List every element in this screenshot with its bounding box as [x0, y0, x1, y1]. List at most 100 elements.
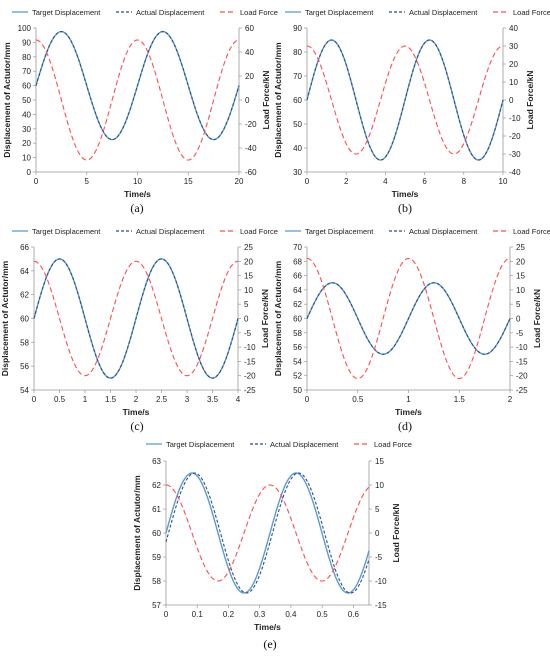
x-axis-label: Time/s: [392, 189, 419, 199]
y-axis-label: Displacement of Actutor/mm: [273, 260, 283, 376]
y2-tick-label: 0: [244, 315, 249, 324]
y2-tick-label: -5: [516, 329, 524, 338]
y-tick-label: 57: [152, 601, 161, 610]
y2-tick-label: -15: [516, 357, 528, 366]
series-line-target: [165, 472, 370, 594]
x-tick-label: 8: [462, 177, 467, 186]
y2-tick-label: -10: [375, 577, 387, 586]
y-tick-label: 62: [293, 300, 302, 309]
y-tick-label: 90: [22, 38, 31, 47]
panel-caption: (e): [263, 637, 276, 651]
legend-label-load: Load Force: [240, 8, 278, 17]
y2-tick-label: -20: [516, 372, 528, 381]
y-tick-label: 60: [152, 529, 161, 538]
y2-tick-label: -40: [245, 144, 257, 153]
y2-tick-label: 20: [509, 60, 518, 69]
y-tick-label: 60: [22, 82, 31, 91]
y-tick-label: 70: [293, 72, 302, 81]
y-tick-label: 66: [293, 272, 302, 281]
y-tick-label: 20: [22, 139, 31, 148]
y2-tick-label: -60: [245, 168, 257, 177]
y-tick-label: 59: [152, 553, 161, 562]
y2-tick-label: 15: [375, 457, 384, 466]
y-tick-label: 54: [293, 357, 302, 366]
x-tick-label: 3: [185, 395, 190, 404]
y-axis-label: Displacement of Actutor/mm: [132, 475, 142, 591]
y2-tick-label: 30: [509, 42, 518, 51]
x-tick-label: 0: [34, 177, 39, 186]
y2-tick-label: 60: [245, 24, 254, 33]
y-tick-label: 62: [152, 481, 161, 490]
y-tick-label: 70: [293, 243, 302, 252]
y2-tick-label: -5: [375, 553, 383, 562]
y2-tick-label: 0: [245, 96, 250, 105]
x-tick-label: 1.5: [105, 395, 117, 404]
y-tick-label: 58: [152, 577, 161, 586]
x-tick-label: 2: [134, 395, 139, 404]
x-tick-label: 0.5: [352, 395, 364, 404]
y2-tick-label: 40: [245, 48, 254, 57]
panel-caption: (c): [130, 419, 143, 433]
y-tick-label: 100: [18, 24, 32, 33]
y-tick-label: 0: [27, 168, 32, 177]
y2-tick-label: -10: [509, 114, 521, 123]
panel-caption: (a): [130, 201, 143, 215]
y2-tick-label: 5: [244, 300, 249, 309]
y2-tick-label: -20: [245, 120, 257, 129]
series-line-actual: [33, 258, 239, 379]
chart-panel-e: Target Displacement Actual Displacement Lo…: [132, 440, 412, 651]
legend-label-target: Target Displacement: [32, 227, 101, 236]
x-tick-label: 10: [499, 177, 508, 186]
y-tick-label: 60: [293, 315, 302, 324]
y2-tick-label: 25: [516, 243, 525, 252]
legend-label-target: Target Displacement: [32, 8, 101, 17]
legend-label-actual: Actual Displacement: [409, 8, 478, 17]
y-tick-label: 60: [20, 315, 29, 324]
x-tick-label: 0: [305, 177, 310, 186]
legend-label-target: Target Displacement: [166, 440, 235, 449]
y2-tick-label: -20: [244, 372, 256, 381]
y-tick-label: 54: [20, 386, 29, 395]
x-tick-label: 0.1: [192, 610, 204, 619]
legend-label-load: Load Force: [513, 227, 550, 236]
y-tick-label: 52: [293, 372, 302, 381]
series-line-load: [35, 39, 240, 161]
x-tick-label: 0: [32, 395, 37, 404]
y2-tick-label: 5: [516, 300, 521, 309]
y2-tick-label: 10: [516, 286, 525, 295]
legend: Target Displacement Actual Displacement Lo…: [285, 8, 550, 17]
legend: Target Displacement Actual Displacement Lo…: [12, 227, 278, 236]
y2-tick-label: 0: [516, 315, 521, 324]
series-line-load: [306, 45, 504, 155]
y-tick-label: 56: [293, 343, 302, 352]
y2-tick-label: 15: [516, 272, 525, 281]
x-tick-label: 15: [184, 177, 193, 186]
y-tick-label: 64: [293, 286, 302, 295]
series-line-load: [33, 260, 239, 377]
x-tick-label: 2: [344, 177, 349, 186]
y-tick-label: 58: [293, 329, 302, 338]
y-tick-label: 90: [293, 24, 302, 33]
y-axis-label: Displacement of Actutor/mm: [2, 42, 12, 158]
y2-tick-label: -10: [516, 343, 528, 352]
series-line-actual: [306, 282, 511, 355]
y-tick-label: 30: [293, 168, 302, 177]
y2-tick-label: 10: [244, 286, 253, 295]
y2-tick-label: 40: [509, 24, 518, 33]
x-tick-label: 0.4: [285, 610, 297, 619]
y2-tick-label: -25: [244, 386, 256, 395]
x-tick-label: 10: [133, 177, 142, 186]
series-line-load: [165, 484, 370, 582]
y2-tick-label: -40: [509, 168, 521, 177]
y2-tick-label: 15: [244, 272, 253, 281]
y-tick-label: 62: [20, 291, 29, 300]
y-tick-label: 64: [20, 267, 29, 276]
panel-caption: (d): [398, 419, 412, 433]
y2-tick-label: -25: [516, 386, 528, 395]
y-tick-label: 10: [22, 154, 31, 163]
y2-tick-label: -20: [509, 132, 521, 141]
x-axis-label: Time/s: [395, 407, 422, 417]
x-tick-label: 5: [85, 177, 90, 186]
legend-label-load: Load Force: [240, 227, 278, 236]
y-tick-label: 30: [22, 125, 31, 134]
